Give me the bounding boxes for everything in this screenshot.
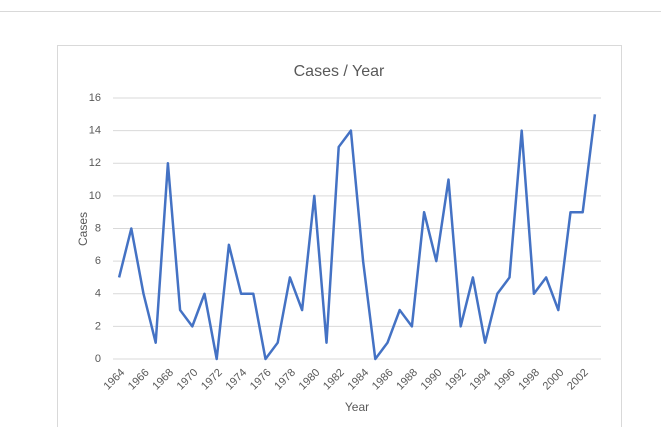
y-tick-label: 16 bbox=[89, 92, 101, 104]
chart-title: Cases / Year bbox=[294, 63, 385, 80]
x-axis-label: Year bbox=[345, 400, 369, 414]
y-tick-label: 2 bbox=[95, 320, 101, 332]
y-tick-label: 6 bbox=[95, 255, 101, 267]
y-tick-label: 4 bbox=[95, 288, 101, 300]
y-axis-label: Cases bbox=[76, 212, 90, 246]
y-tick-label: 12 bbox=[89, 157, 101, 169]
y-tick-label: 0 bbox=[95, 353, 101, 365]
y-tick-label: 14 bbox=[89, 125, 101, 137]
y-tick-label: 10 bbox=[89, 190, 101, 202]
chart-area bbox=[57, 45, 622, 432]
y-tick-label: 8 bbox=[95, 222, 101, 234]
data-line bbox=[117, 114, 597, 361]
